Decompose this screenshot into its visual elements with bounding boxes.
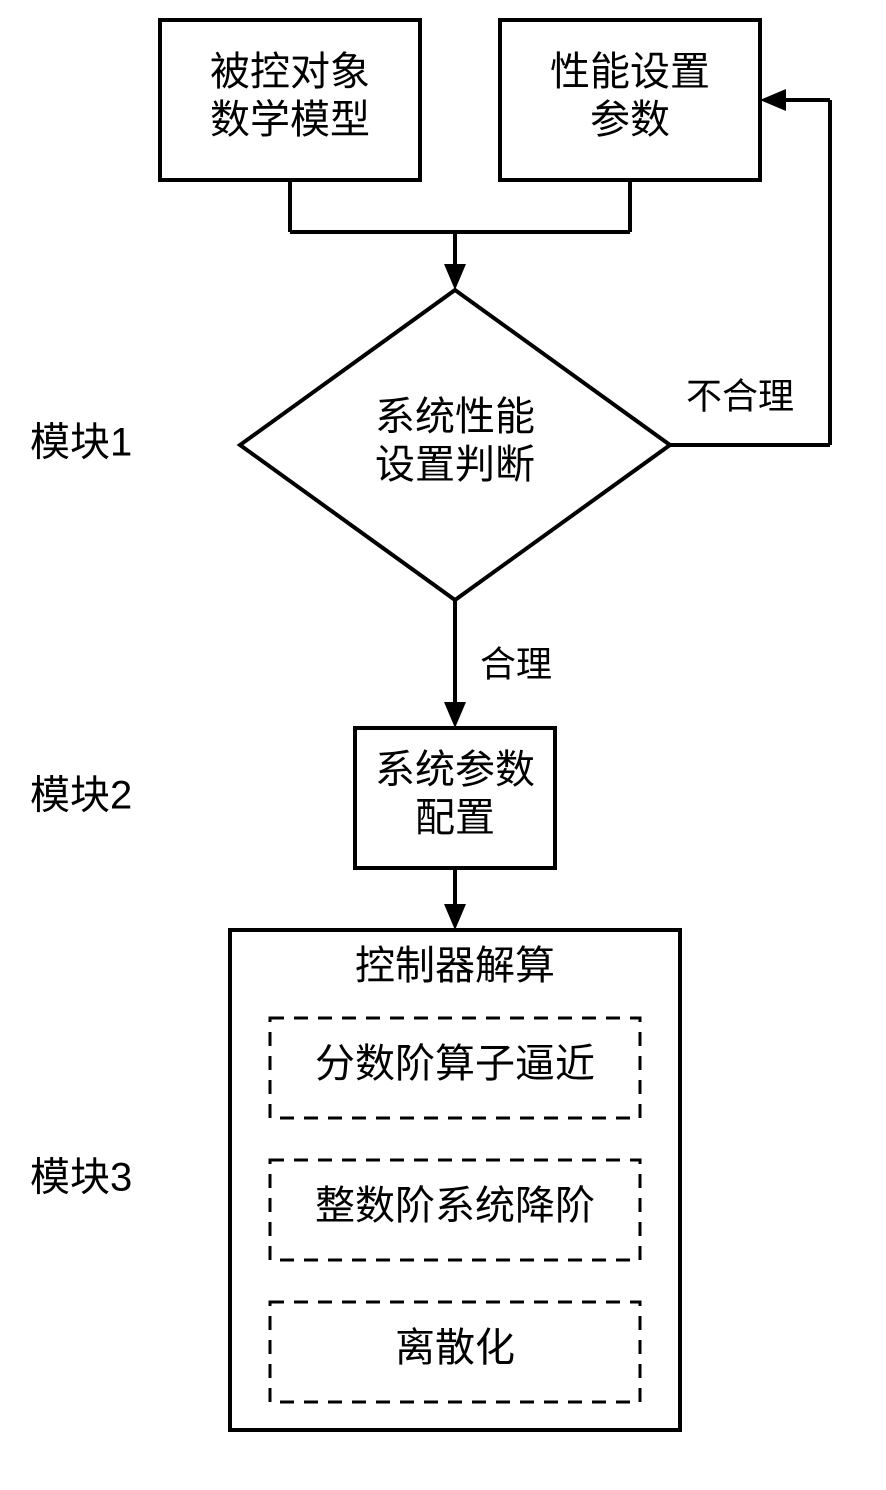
svg-text:离散化: 离散化 [395,1325,515,1370]
module-label: 模块3 [30,1156,132,1200]
svg-text:被控对象: 被控对象 [210,49,370,94]
svg-text:系统性能: 系统性能 [375,394,535,439]
svg-text:数学模型: 数学模型 [210,97,370,142]
module-label: 模块1 [30,421,132,465]
svg-text:性能设置: 性能设置 [550,49,710,94]
svg-text:设置判断: 设置判断 [375,442,535,487]
edge-label: 不合理 [686,376,794,416]
svg-text:配置: 配置 [415,795,495,840]
svg-text:分数阶算子逼近: 分数阶算子逼近 [315,1041,595,1086]
svg-text:系统参数: 系统参数 [375,747,535,792]
svg-text:参数: 参数 [590,97,670,142]
svg-text:整数阶系统降阶: 整数阶系统降阶 [315,1183,595,1228]
svg-text:控制器解算: 控制器解算 [355,943,555,988]
edge-label: 合理 [480,644,552,684]
module-label: 模块2 [30,774,132,818]
